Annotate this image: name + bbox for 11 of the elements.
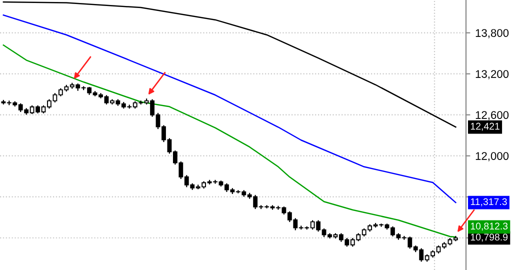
y-tick-label: 12,600 (476, 111, 509, 120)
y-tick-label: 12,000 (476, 152, 509, 162)
data-label: 10,812.3 (470, 222, 508, 231)
data-label: 11,317.3 (470, 198, 507, 206)
line-series (2, 14, 456, 204)
y-tick-label: 13,800 (476, 29, 509, 38)
y-tick-label: 13,200 (476, 70, 509, 80)
line-series (2, 44, 456, 238)
text: 10,798.9 (470, 234, 508, 242)
data-label: 12,421 (470, 122, 500, 131)
line-series (2, 1, 456, 128)
